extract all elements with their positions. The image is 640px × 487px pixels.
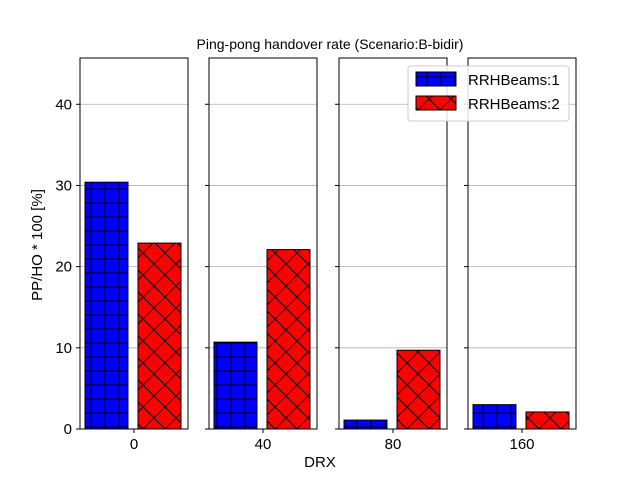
legend-label: RRHBeams:1 xyxy=(468,72,560,89)
bar-hatch xyxy=(396,349,441,430)
bar-hatch xyxy=(213,341,258,430)
x-tick-label: 80 xyxy=(385,436,402,453)
bar-hatch xyxy=(343,419,388,430)
panel-40: 40 xyxy=(205,57,318,453)
legend-entry-RRHBeams:2: RRHBeams:2 xyxy=(415,95,560,113)
x-tick-label: 0 xyxy=(130,436,138,453)
legend-swatch-hatch xyxy=(415,95,457,111)
y-tick-label: 20 xyxy=(55,259,72,276)
panels: 0 10 20 30 40 0 40 80 160 xyxy=(55,57,577,453)
y-tick-label: 10 xyxy=(55,340,72,357)
legend-entry-RRHBeams:1: RRHBeams:1 xyxy=(415,71,560,89)
bar-hatch xyxy=(472,404,517,430)
x-tick-label: 160 xyxy=(509,436,534,453)
y-axis-label: PP/HO * 100 [%] xyxy=(29,189,46,301)
panel-0: 0 10 20 30 40 0 xyxy=(55,57,189,453)
bar-hatch xyxy=(84,181,129,430)
y-tick-label: 0 xyxy=(64,421,72,438)
legend-label: RRHBeams:2 xyxy=(468,96,560,113)
panel-80: 80 xyxy=(335,57,448,453)
chart-title: Ping-pong handover rate (Scenario:B-bidi… xyxy=(197,36,464,52)
bar-hatch xyxy=(525,411,570,430)
x-tick-label: 40 xyxy=(255,436,272,453)
bar-hatch xyxy=(266,249,311,430)
y-tick-label: 40 xyxy=(55,96,72,113)
bar-hatch xyxy=(137,242,182,430)
x-axis-label: DRX xyxy=(304,454,336,471)
panel-160: 160 xyxy=(464,57,577,453)
legend-swatch-hatch xyxy=(415,71,457,87)
legend: RRHBeams:1 RRHBeams:2 xyxy=(407,65,570,122)
y-tick-label: 30 xyxy=(55,177,72,194)
